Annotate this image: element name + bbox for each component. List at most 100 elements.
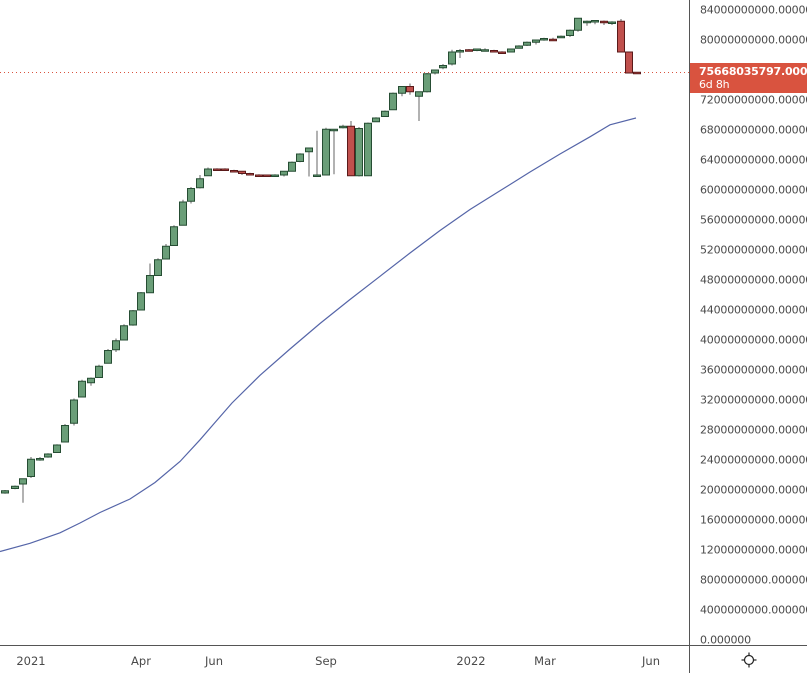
candle <box>406 83 414 95</box>
time-tick-label: Apr <box>131 654 151 668</box>
candle <box>364 122 372 177</box>
candle <box>27 457 35 478</box>
candle <box>246 172 254 176</box>
candle <box>549 37 557 42</box>
candle <box>322 127 330 176</box>
price-tick-label: 28000000000.000000 <box>700 423 807 437</box>
candle <box>347 121 355 177</box>
candle <box>19 478 27 503</box>
time-tick-label: 2021 <box>16 654 46 668</box>
price-axis[interactable]: 84000000000.000000 80000000000.000000 7200… <box>689 0 807 647</box>
candle <box>1 490 9 494</box>
candle <box>44 453 52 458</box>
candle <box>146 263 154 294</box>
candle <box>608 21 616 25</box>
price-tick-label: 60000000000.000000 <box>700 183 807 197</box>
price-tick-label: 52000000000.000000 <box>700 243 807 257</box>
candle <box>263 174 271 177</box>
price-tick-label: 32000000000.000000 <box>700 393 807 407</box>
gear-icon <box>741 652 756 667</box>
candle <box>456 49 464 58</box>
time-axis[interactable]: 2021 Apr Jun Sep 2022 Mar Jun <box>0 645 689 673</box>
price-tick-label: 68000000000.000000 <box>700 123 807 137</box>
candle <box>574 17 582 32</box>
candle <box>137 292 145 311</box>
candle <box>238 170 246 175</box>
candle <box>566 29 574 37</box>
candle <box>591 20 599 25</box>
candle <box>170 225 178 246</box>
candle <box>633 71 641 75</box>
time-tick-label: Sep <box>315 654 337 668</box>
candle <box>120 324 128 341</box>
price-tick-label: 0.000000 <box>700 633 751 647</box>
candle <box>36 457 44 461</box>
price-tick-label: 44000000000.000000 <box>700 303 807 317</box>
candle <box>296 153 304 163</box>
candle <box>129 310 137 326</box>
time-tick-label: Jun <box>205 654 223 668</box>
last-price-value: 75668035797.000000 <box>699 65 807 78</box>
time-tick-label: Mar <box>534 654 556 668</box>
candle <box>415 91 423 121</box>
candle <box>540 37 548 41</box>
candle <box>481 48 489 52</box>
price-tick-label: 4000000000.000000 <box>700 603 807 617</box>
chart-plot-area[interactable] <box>0 0 689 645</box>
candle <box>112 338 120 352</box>
candle <box>473 48 481 52</box>
candle <box>490 49 498 53</box>
price-tick-label: 12000000000.000000 <box>700 543 807 557</box>
candle <box>523 41 531 46</box>
candle <box>255 174 263 177</box>
candle <box>104 349 112 364</box>
candle <box>557 35 565 39</box>
chart-settings-button[interactable] <box>689 645 807 673</box>
price-tick-label: 24000000000.000000 <box>700 453 807 467</box>
candle <box>398 86 406 97</box>
candle <box>355 127 363 177</box>
price-tick-label: 80000000000.000000 <box>700 33 807 47</box>
candle <box>439 64 447 70</box>
price-tick-label: 84000000000.000000 <box>700 3 807 17</box>
candle <box>617 19 625 53</box>
candle <box>305 147 313 177</box>
price-tick-label: 48000000000.000000 <box>700 273 807 287</box>
candle <box>313 130 321 177</box>
candle <box>532 39 540 45</box>
candle <box>87 377 95 386</box>
moving-average-line <box>0 117 637 553</box>
candle <box>372 117 380 123</box>
price-tick-label: 56000000000.000000 <box>700 213 807 227</box>
candle <box>288 161 296 172</box>
candle <box>196 175 204 189</box>
candle <box>465 49 473 52</box>
candle <box>498 51 506 54</box>
candle <box>204 167 212 177</box>
time-tick-label: 2022 <box>456 654 486 668</box>
candle <box>271 174 279 177</box>
price-tick-label: 64000000000.000000 <box>700 153 807 167</box>
candle <box>583 20 591 26</box>
price-tick-label: 16000000000.000000 <box>700 513 807 527</box>
candle <box>162 244 170 260</box>
candle <box>213 168 221 171</box>
time-tick-label: Jun <box>642 654 660 668</box>
candle <box>330 128 338 175</box>
candle <box>423 73 431 93</box>
candle <box>381 110 389 117</box>
candle <box>389 92 397 111</box>
candle <box>339 124 347 129</box>
candle <box>515 45 523 49</box>
candle <box>53 444 61 453</box>
candlestick-chart <box>0 17 689 553</box>
candle <box>221 168 229 171</box>
price-tick-label: 36000000000.000000 <box>700 363 807 377</box>
price-tick-label: 20000000000.000000 <box>700 483 807 497</box>
candle <box>448 49 456 66</box>
candle <box>61 424 69 443</box>
bar-countdown: 6d 8h <box>699 78 730 91</box>
candle <box>431 69 439 75</box>
last-price-tag: 75668035797.000000 6d 8h <box>690 63 807 93</box>
candle <box>11 485 19 490</box>
